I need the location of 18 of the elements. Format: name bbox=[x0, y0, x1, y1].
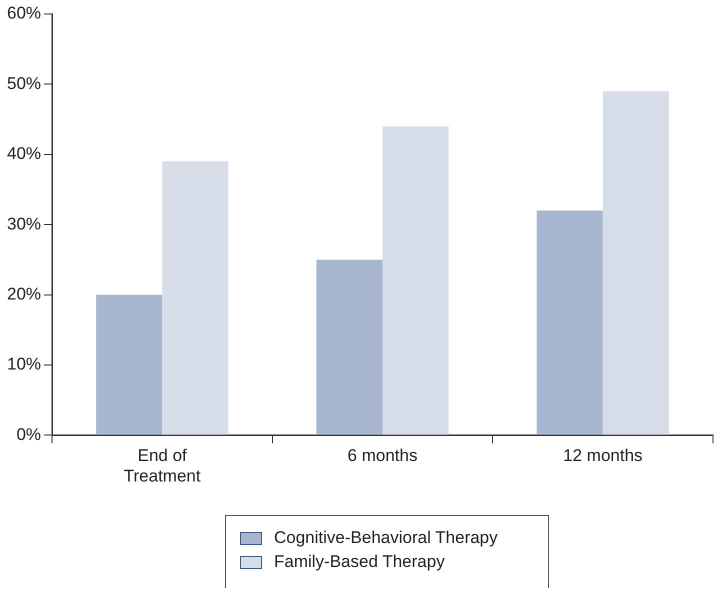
y-tick-label: 20% bbox=[6, 284, 42, 304]
y-tick-label: 0% bbox=[16, 424, 42, 444]
y-tick-label: 30% bbox=[6, 214, 42, 234]
bar bbox=[382, 126, 449, 435]
legend-label: Family-Based Therapy bbox=[274, 552, 445, 572]
bar bbox=[162, 161, 228, 435]
bar bbox=[96, 294, 162, 435]
y-tick-label: 60% bbox=[6, 4, 42, 23]
x-tick-label: 12 months bbox=[563, 446, 643, 466]
x-tick-label: 6 months bbox=[348, 446, 418, 466]
x-tick-label: End of Treatment bbox=[124, 446, 201, 486]
bar bbox=[602, 91, 669, 435]
y-tick-label: 40% bbox=[6, 144, 42, 164]
bar bbox=[316, 260, 383, 435]
y-tick-label: 10% bbox=[6, 354, 42, 374]
bar bbox=[536, 210, 603, 435]
y-tick-label: 50% bbox=[6, 74, 42, 93]
legend-label: Cognitive-Behavioral Therapy bbox=[274, 528, 498, 548]
